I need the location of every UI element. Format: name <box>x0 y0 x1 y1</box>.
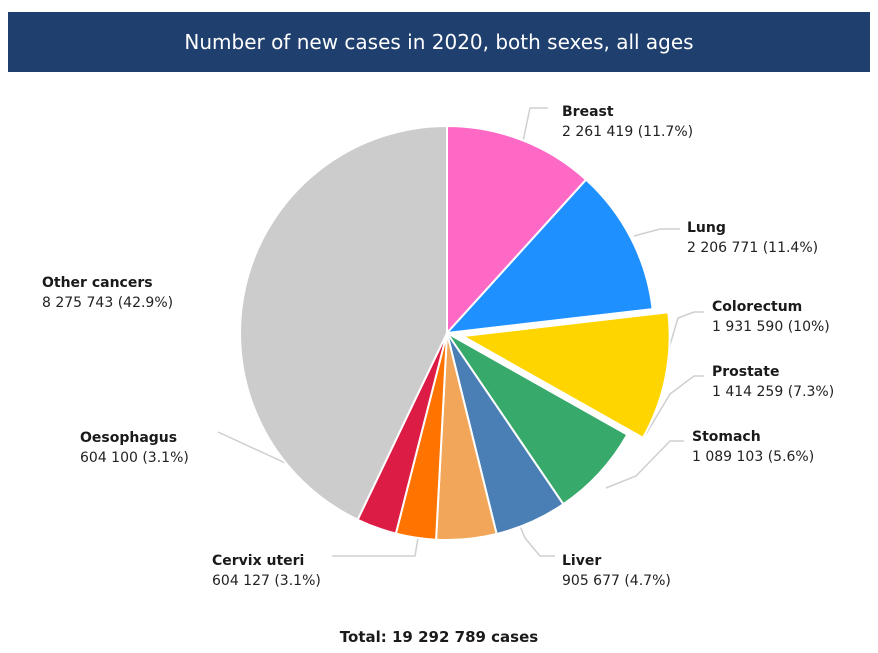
label-stomach-value: 1 089 103 (5.6%) <box>692 449 815 465</box>
label-colorectum-value: 1 931 590 (10%) <box>712 319 830 335</box>
pie-slice-lung <box>444 178 654 335</box>
label-other-cancers-name: Other cancers <box>42 275 153 291</box>
label-prostate: Prostate 1 414 259 (7.3%) <box>712 362 834 402</box>
label-prostate-value: 1 414 259 (7.3%) <box>712 384 835 400</box>
chart-title: Number of new cases in 2020, both sexes,… <box>8 12 870 72</box>
label-lung-value: 2 206 771 (11.4%) <box>687 240 819 256</box>
label-stomach-name: Stomach <box>692 429 761 445</box>
label-colorectum: Colorectum 1 931 590 (10%) <box>712 297 830 337</box>
label-lung: Lung 2 206 771 (11.4%) <box>687 218 818 258</box>
pie-slice-breast <box>446 124 588 336</box>
label-liver-name: Liver <box>562 553 602 569</box>
label-other-cancers-value: 8 275 743 (42.9%) <box>42 295 174 311</box>
label-cervix-uteri-name: Cervix uteri <box>212 553 305 569</box>
label-breast-value: 2 261 419 (11.7%) <box>562 124 694 140</box>
leader-line <box>521 107 548 147</box>
label-lung-name: Lung <box>687 220 726 236</box>
leader-line <box>633 228 680 237</box>
label-breast: Breast 2 261 419 (11.7%) <box>562 102 693 142</box>
label-colorectum-name: Colorectum <box>712 299 803 315</box>
label-cervix-uteri: Cervix uteri 604 127 (3.1%) <box>212 551 321 591</box>
label-liver: Liver 905 677 (4.7%) <box>562 551 671 591</box>
leader-line <box>519 525 555 557</box>
leader-line <box>605 440 684 489</box>
label-cervix-uteri-value: 604 127 (3.1%) <box>212 573 321 589</box>
leader-line <box>645 375 704 435</box>
label-breast-name: Breast <box>562 104 614 120</box>
pie-slice-other-cancers <box>239 124 448 522</box>
label-oesophagus: Oesophagus 604 100 (3.1%) <box>80 428 189 468</box>
pie-slice-colorectum <box>459 311 671 440</box>
label-oesophagus-name: Oesophagus <box>80 430 178 446</box>
label-prostate-name: Prostate <box>712 364 780 380</box>
label-stomach: Stomach 1 089 103 (5.6%) <box>692 427 814 467</box>
label-oesophagus-value: 604 100 (3.1%) <box>80 450 189 466</box>
label-liver-value: 905 677 (4.7%) <box>562 573 671 589</box>
label-other-cancers: Other cancers 8 275 743 (42.9%) <box>42 273 173 313</box>
total-cases: Total: 19 292 789 cases <box>339 628 539 646</box>
